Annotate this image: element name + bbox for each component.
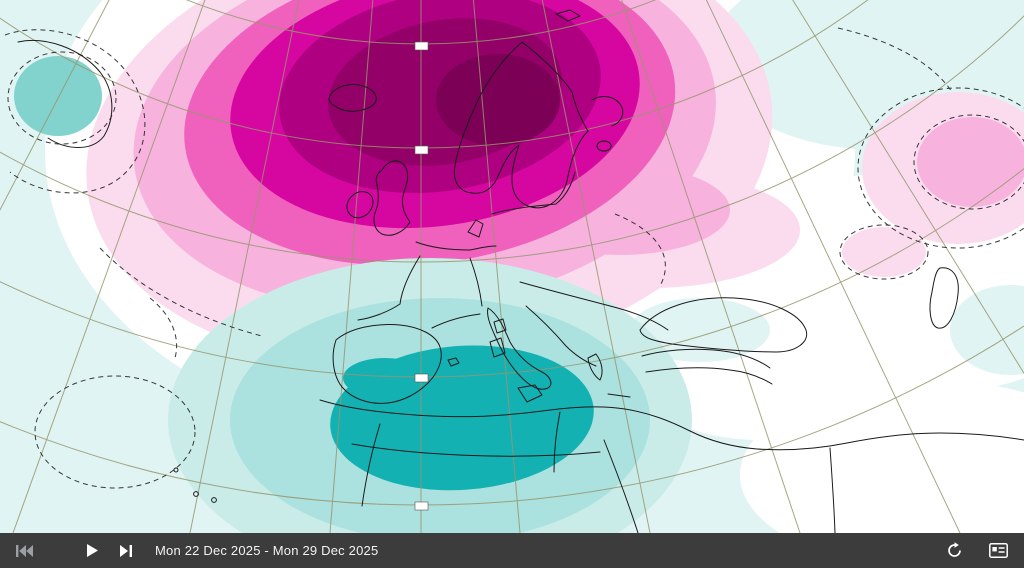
- play-button[interactable]: [81, 540, 104, 561]
- legend-button[interactable]: [983, 539, 1014, 562]
- refresh-icon: [948, 542, 961, 557]
- skip-to-start-button[interactable]: [10, 541, 39, 561]
- play-icon: [87, 544, 98, 557]
- skip-to-end-icon: [120, 544, 132, 557]
- dashed-contours: [4, 27, 1024, 489]
- map-canvas: [0, 0, 1024, 533]
- skip-to-start-icon: [16, 544, 33, 557]
- legend-icon: [989, 543, 1008, 558]
- coastlines: [17, 9, 1024, 533]
- contour-labels: [414, 41, 429, 511]
- refresh-button[interactable]: [940, 538, 969, 563]
- player-toolbar: Mon 22 Dec 2025 - Mon 29 Dec 2025: [0, 533, 1024, 568]
- positive-patches-east: [842, 92, 1024, 277]
- date-range-label: Mon 22 Dec 2025 - Mon 29 Dec 2025: [155, 543, 379, 558]
- skip-to-end-button[interactable]: [114, 541, 139, 561]
- anomaly-map: [0, 0, 1024, 533]
- negative-patch-greenland: [14, 56, 102, 136]
- positive-anomaly-region: [86, 0, 800, 367]
